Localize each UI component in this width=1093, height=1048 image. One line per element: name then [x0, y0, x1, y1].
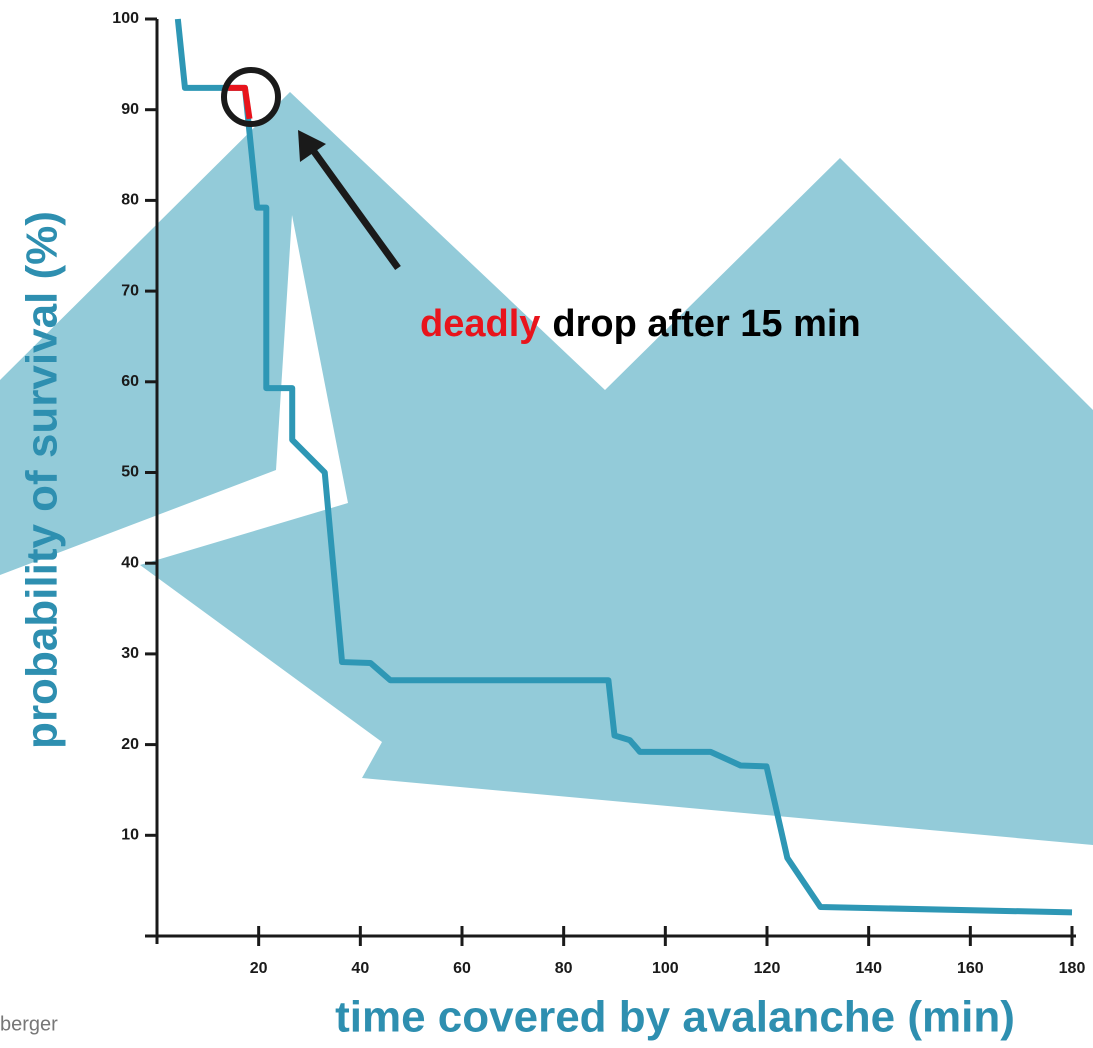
y-tick-label: 70 [121, 282, 139, 299]
y-tick-label: 40 [121, 554, 139, 571]
x-tick-label: 40 [351, 960, 369, 977]
credit: berger [0, 1013, 58, 1035]
x-tick-label: 20 [250, 960, 268, 977]
x-tick-label: 180 [1059, 960, 1086, 977]
x-tick-label: 140 [855, 960, 882, 977]
y-axis-label: probability of survival (%) [18, 211, 67, 749]
annotation-text: drop after 15 min [552, 303, 860, 345]
page: 10 20 30 40 50 60 70 80 90 100 20 40 60 80 100 120 140 16… [0, 0, 1093, 1048]
x-axis-label: time covered by avalanche (min) [335, 993, 1015, 1042]
y-tick-label: 100 [112, 10, 139, 27]
y-tick-label: 90 [121, 101, 139, 118]
background-shape [0, 92, 1093, 845]
x-tick-label: 160 [957, 960, 984, 977]
y-tick-label: 30 [121, 645, 139, 662]
x-tick-label: 80 [555, 960, 573, 977]
x-tick-label: 60 [453, 960, 471, 977]
annotation: deadly drop after 15 min [420, 303, 861, 345]
y-tick-label: 10 [121, 827, 139, 844]
x-tick-label: 100 [652, 960, 679, 977]
x-tick-label: 120 [754, 960, 781, 977]
y-tick-label: 80 [121, 192, 139, 209]
annotation-highlight: deadly [420, 303, 540, 345]
y-tick-label: 20 [121, 736, 139, 753]
chart: 10 20 30 40 50 60 70 80 90 100 20 40 60 80 100 120 140 16… [0, 0, 1093, 1048]
y-tick-label: 60 [121, 373, 139, 390]
y-tick-label: 50 [121, 464, 139, 481]
